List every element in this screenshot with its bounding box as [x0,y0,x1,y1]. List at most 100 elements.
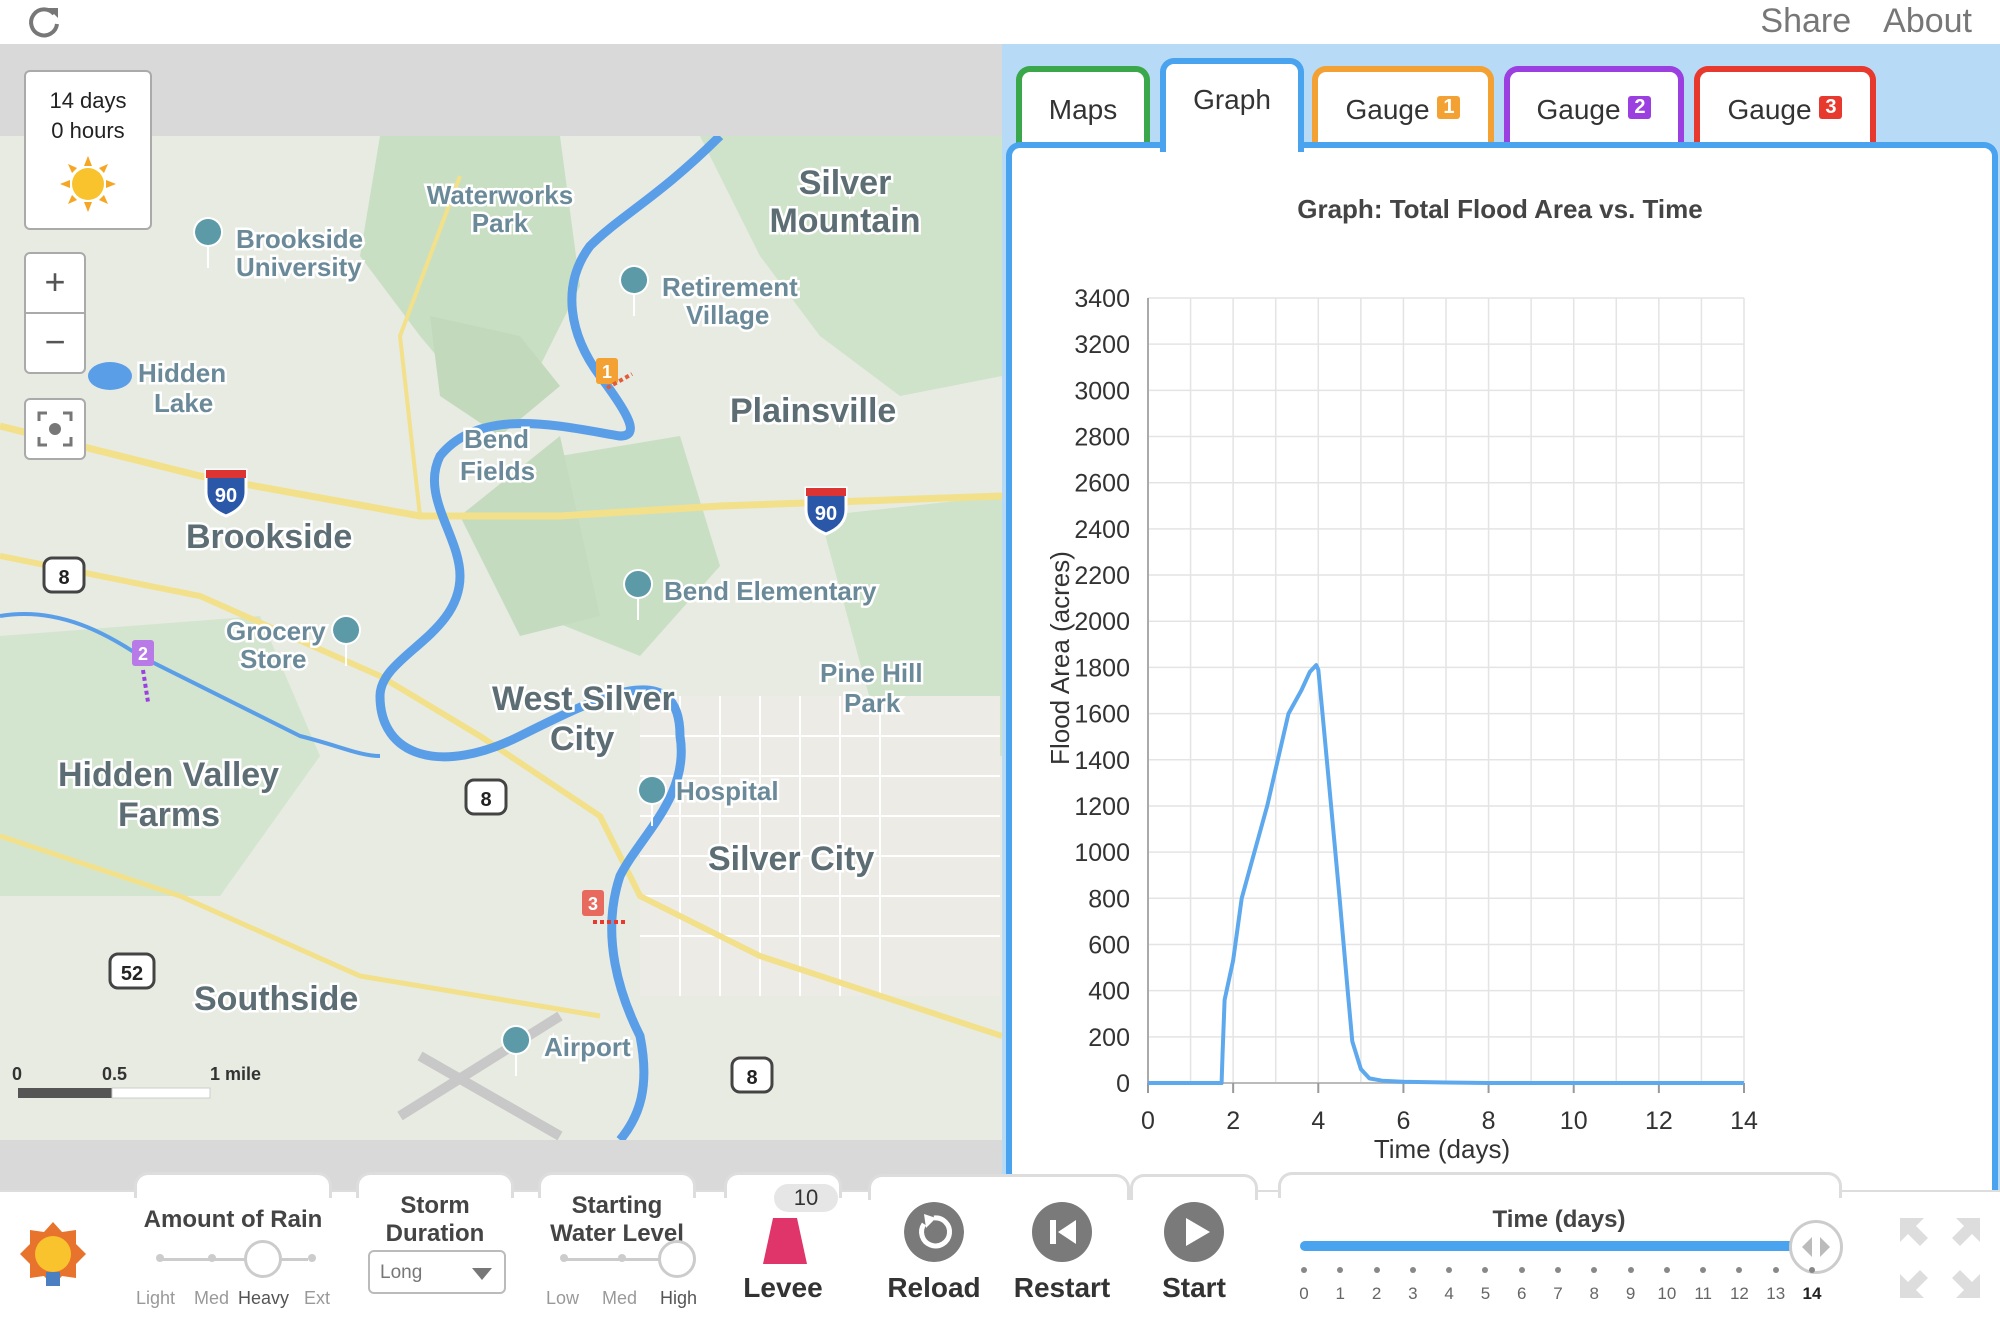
rain-option-ext[interactable]: Ext [304,1288,331,1308]
map-pin-icon[interactable] [501,1025,532,1077]
gauge-2-marker[interactable]: 2 [132,640,154,703]
tab-graph[interactable]: Graph [1160,58,1304,152]
time-tick-dot[interactable] [1736,1267,1743,1273]
chart-title: Graph: Total Flood Area vs. Time [1297,194,1702,224]
water-stop[interactable] [560,1254,568,1262]
water-level-control: Starting Water Level Low Med High [532,1172,702,1322]
y-axis-label: Flood Area (acres) [1045,551,1075,765]
time-tick-dot[interactable] [1301,1267,1307,1273]
tab-label: Graph [1193,84,1271,115]
x-tick-label: 12 [1645,1107,1673,1135]
time-tick-dot[interactable] [1700,1267,1707,1273]
x-axis-label: Time (days) [1374,1134,1510,1164]
clock-hours: 0 hours [51,118,125,143]
rain-option-med[interactable]: Med [194,1288,230,1308]
water-slider-track[interactable] [562,1258,672,1261]
play-icon [1164,1202,1224,1262]
drag-arrows-icon [1802,1237,1830,1257]
time-tick-dot[interactable] [1446,1267,1453,1273]
duration-value: Long [380,1262,423,1283]
top-bar: Share About [0,0,2000,44]
simulation-clock: 14 days 0 hours [24,70,152,230]
reload-button[interactable]: Reload [864,1192,1004,1322]
place-label: Bend [464,424,529,454]
time-tick-dot[interactable] [1627,1267,1634,1273]
place-label: Store [240,644,306,674]
time-tick-dot[interactable] [1518,1267,1525,1273]
time-tick-label: 4 [1444,1284,1454,1303]
y-tick-label: 1200 [1074,793,1130,821]
duration-select[interactable]: Long [368,1250,506,1294]
reload-icon [904,1202,964,1262]
rain-slider-track[interactable] [158,1258,308,1261]
rain-option-light[interactable]: Light [136,1288,176,1308]
water-option-low[interactable]: Low [546,1288,580,1308]
place-label: City [550,720,614,758]
about-link[interactable]: About [1883,2,1972,40]
rain-stop[interactable] [156,1254,164,1262]
zoom-out-button[interactable]: − [24,312,86,374]
time-tick-dot[interactable] [1337,1267,1344,1273]
gauge-3-marker[interactable]: 3 [582,890,626,924]
gauge-1-marker[interactable]: 1 [596,358,633,390]
graph-panel: Graph: Total Flood Area vs. Time 0 200 400… [1006,142,1998,1190]
recenter-button[interactable] [24,398,86,460]
tab-gauge-3[interactable]: Gauge 3 [1694,66,1876,148]
route-8-shield: 8 [42,556,86,594]
rain-slider-handle[interactable] [244,1240,282,1278]
map-pin-icon[interactable] [193,217,224,269]
time-tick-dot[interactable] [1373,1267,1380,1273]
place-label: University [236,252,362,282]
time-slider-handle[interactable] [1789,1220,1843,1274]
time-tick-dot[interactable] [1663,1267,1670,1273]
tab-label: Gauge [1345,94,1430,125]
rain-title: Amount of Rain [143,1206,323,1233]
levee-control[interactable]: 10 Levee [718,1172,848,1322]
tab-gauge-1[interactable]: Gauge 1 [1312,66,1494,148]
place-label: Village [686,300,769,330]
rain-option-heavy[interactable]: Heavy [238,1288,290,1308]
restart-label: Restart [1013,1272,1111,1303]
tab-maps[interactable]: Maps [1016,66,1150,148]
time-tick-dot[interactable] [1591,1267,1598,1273]
time-tick-dot[interactable] [1482,1267,1489,1273]
time-tick-label: 9 [1625,1284,1636,1303]
gauge-1-badge: 1 [1437,96,1461,119]
rain-stop[interactable] [308,1254,316,1262]
place-label: Airport [544,1032,631,1062]
x-tick-label: 4 [1311,1107,1325,1135]
time-title: Time (days) [1492,1206,1626,1233]
tab-gauge-2[interactable]: Gauge 2 [1504,66,1684,148]
fullscreen-icon[interactable] [1898,1216,1982,1300]
lightbulb-icon[interactable] [18,1220,88,1296]
refresh-icon[interactable] [24,4,64,40]
map-pin-icon[interactable] [623,569,654,621]
water-option-med[interactable]: Med [602,1288,638,1308]
x-tick-label: 0 [1141,1107,1155,1135]
map-pin-icon[interactable] [637,775,668,827]
start-button[interactable]: Start [1124,1192,1264,1322]
map-pin-icon[interactable] [331,615,362,667]
time-control: Time (days) 0 1 2 3 4 5 6 7 8 9 10 11 12 13 14 [1276,1172,1843,1322]
y-tick-label: 400 [1088,978,1130,1006]
time-tick-dot[interactable] [1772,1267,1779,1273]
time-tick-dot[interactable] [1555,1267,1561,1273]
time-tick-dot[interactable] [1809,1267,1815,1273]
share-link[interactable]: Share [1760,2,1852,40]
water-slider-handle[interactable] [658,1240,696,1278]
y-tick-label: 2800 [1074,424,1130,452]
x-tick-label: 6 [1396,1107,1410,1135]
gauge-2-badge: 2 [1628,96,1652,119]
water-option-high[interactable]: High [660,1288,698,1308]
map-view[interactable]: Waterworks Park Silver Mountain Brooksid… [0,136,1002,1140]
time-tick-label: 3 [1408,1284,1418,1303]
time-tick-dot[interactable] [1409,1267,1416,1273]
svg-text:8: 8 [480,789,491,811]
zoom-in-button[interactable]: + [24,252,86,314]
rain-stop[interactable] [208,1254,216,1262]
restart-button[interactable]: Restart [992,1192,1132,1322]
tab-label: Gauge [1727,94,1812,125]
map-pin-icon[interactable] [619,265,650,317]
y-tick-label: 3400 [1074,285,1130,313]
water-stop[interactable] [618,1254,626,1262]
